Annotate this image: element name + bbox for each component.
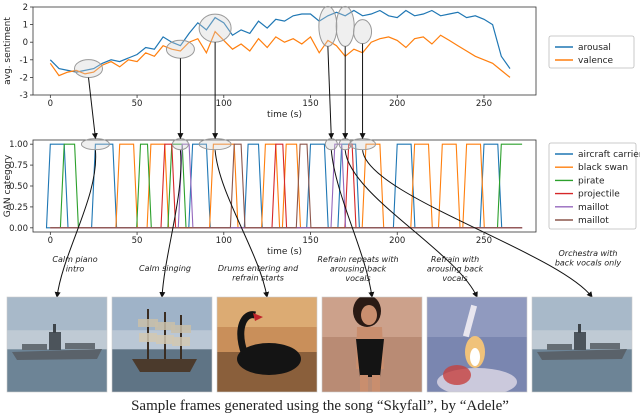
sentiment-xtick-label: 100	[216, 99, 232, 109]
gan-series-black-swan	[50, 143, 523, 229]
sentiment-ylabel: avg. sentiment	[3, 17, 13, 85]
frame-pirate	[111, 296, 213, 393]
gan-xtick-label: 50	[132, 236, 143, 246]
gan-xtick-label: 0	[48, 236, 53, 246]
sentiment-series-valence	[49, 30, 511, 78]
gan-legend-label: projectile	[578, 190, 620, 200]
sentiment-frame	[32, 6, 537, 96]
gan-legend-label: maillot	[578, 216, 609, 226]
frame-connector	[330, 150, 375, 298]
frame-maillot	[321, 296, 423, 393]
sentiment-chart: 0 50 100 150 200 250 -3 -2 -1 0 1 2 time (s) avg. sen…	[3, 3, 635, 120]
gan-ytick-label: 0.50	[9, 182, 28, 192]
gan-legend-label: black swan	[578, 163, 628, 173]
sentiment-highlight	[335, 5, 355, 47]
figure-caption: Sample frames generated using the song “…	[131, 398, 509, 414]
gan-category-chart: 0 50 100 150 200 250 0.00 0.25 0.50 0.75 1.00 time …	[3, 138, 640, 257]
sentiment-ytick-label: 1	[23, 21, 28, 31]
sentiment-ytick-label: -1	[20, 56, 28, 66]
annotation-text: Refrain repeats with arousing back vocals	[317, 255, 398, 283]
gan-xtick-label: 100	[216, 236, 232, 246]
gan-legend-label: aircraft carrier	[578, 150, 640, 160]
gan-xlabel: time (s)	[267, 247, 302, 257]
gan-legend-label: pirate	[578, 176, 605, 186]
annotation-text: Refrain with arousing back vocals	[427, 255, 484, 283]
sentiment-highlight	[198, 13, 232, 43]
sentiment-ytick-label: 2	[23, 3, 28, 13]
sentiment-xtick-label: 50	[132, 99, 143, 109]
sentiment-xtick-label: 0	[48, 99, 53, 109]
sentiment-xtick-label: 250	[476, 99, 492, 109]
sentiment-legend-label: arousal	[578, 43, 611, 53]
gan-xtick-label: 200	[389, 236, 405, 246]
sentiment-xtick-label: 150	[302, 99, 318, 109]
sentiment-ytick-label: -2	[20, 73, 28, 83]
annotations: Calm piano intro Calm singing Drums enterin…	[52, 249, 621, 283]
frame-connector	[362, 150, 593, 298]
gan-ytick-label: 0.00	[9, 224, 28, 234]
frame-connector	[54, 150, 97, 298]
frame-black-swan	[216, 296, 318, 393]
gan-xtick-label: 250	[476, 236, 492, 246]
gan-ytick-label: 1.00	[9, 140, 28, 150]
annotation-text: Orchestra with back vocals only	[555, 249, 622, 268]
sentiment-legend-label: valence	[578, 56, 614, 66]
gan-highlight	[198, 138, 232, 151]
sentiment-highlight	[74, 59, 104, 79]
annotation-text: Drums entering and refrain starts	[218, 264, 299, 283]
gan-highlight	[171, 138, 189, 151]
frame-connector	[344, 150, 478, 298]
connector-arrow	[88, 77, 98, 140]
frame-connector	[214, 150, 270, 298]
gan-series-projectile	[50, 143, 523, 229]
frame-aircraft-carrier	[531, 296, 633, 393]
frame-projectile	[426, 296, 528, 393]
frame-aircraft-carrier	[6, 296, 108, 393]
sample-frames	[6, 296, 633, 393]
gan-highlight	[349, 138, 377, 151]
gan-ylabel: GAN category	[3, 154, 13, 217]
gan-series-maillot	[50, 143, 523, 229]
sentiment-xlabel: time (s)	[267, 110, 302, 120]
gan-ytick-label: 0.25	[9, 203, 28, 213]
sentiment-highlight	[318, 5, 338, 47]
gan-highlight	[80, 138, 110, 151]
sentiment-xtick-label: 200	[389, 99, 405, 109]
frame-connector	[159, 150, 182, 298]
gan-legend-label: maillot	[578, 203, 609, 213]
gan-highlight	[324, 138, 338, 151]
sentiment-ytick-label: 0	[23, 38, 28, 48]
connector-arrows	[54, 42, 593, 298]
annotation-text: Calm singing	[139, 264, 191, 273]
connector-arrow	[327, 46, 335, 140]
sentiment-ytick-label: -3	[20, 91, 28, 101]
sentiment-series-arousal	[49, 9, 511, 73]
annotation-text: Calm piano intro	[52, 255, 97, 274]
sentiment-highlight	[165, 39, 195, 59]
gan-xtick-label: 150	[302, 236, 318, 246]
gan-ytick-label: 0.75	[9, 161, 28, 171]
sentiment-highlight	[353, 19, 373, 45]
